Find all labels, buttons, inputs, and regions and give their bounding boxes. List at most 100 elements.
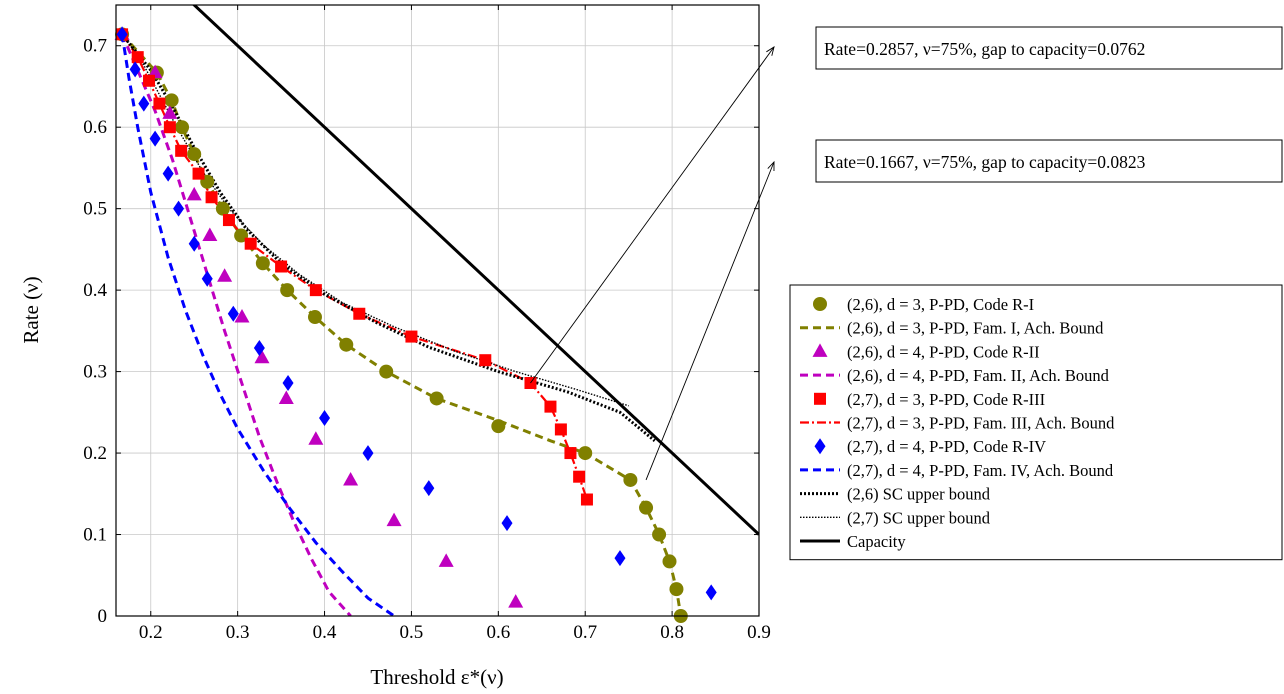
- data-point: [186, 186, 202, 201]
- grid: [116, 5, 760, 617]
- data-point: [244, 237, 257, 250]
- data-point: [662, 554, 677, 569]
- data-point: [188, 235, 200, 252]
- data-point: [544, 400, 557, 413]
- data-point: [353, 307, 366, 320]
- data-point: [163, 121, 176, 134]
- data-point: [319, 410, 331, 427]
- data-point: [129, 61, 141, 78]
- y-tick-label: 0: [98, 606, 108, 627]
- data-point: [116, 26, 128, 43]
- data-point: [138, 95, 150, 112]
- y-axis-title: Rate (ν): [19, 276, 43, 343]
- data-point: [175, 120, 190, 135]
- data-point: [405, 330, 418, 343]
- series-line-3: [120, 33, 352, 616]
- legend-label-0: (2,6), d = 3, P-PD, Code R-I: [847, 295, 1034, 314]
- data-point: [343, 471, 359, 486]
- plot-markers: [114, 26, 717, 623]
- data-point: [147, 64, 163, 79]
- data-point: [215, 201, 230, 216]
- data-point: [501, 515, 513, 532]
- data-point: [652, 527, 667, 542]
- data-point: [217, 268, 233, 282]
- legend-label-10: Capacity: [847, 532, 906, 551]
- data-point: [205, 191, 218, 204]
- data-point: [131, 51, 144, 64]
- data-point: [564, 447, 577, 460]
- annotation-text: Rate=0.2857, ν=75%, gap to capacity=0.07…: [824, 39, 1145, 59]
- data-point: [234, 309, 250, 323]
- legend-label-2: (2,6), d = 4, P-PD, Code R-II: [847, 342, 1040, 361]
- data-point: [705, 584, 717, 601]
- data-point: [580, 493, 593, 506]
- data-point: [162, 105, 178, 119]
- legend-label-9: (2,7) SC upper bound: [847, 508, 991, 527]
- data-point: [578, 446, 593, 461]
- data-point: [192, 167, 205, 180]
- legend-box: [789, 284, 1283, 561]
- axis-ticks: 0.2 0.3 0.4 0.5 0.6 0.7 0.8 0.9 0 0.1 0.2 0.3 0.4 0.5…: [83, 5, 771, 643]
- data-point: [255, 256, 270, 271]
- data-point: [253, 339, 265, 356]
- data-point: [143, 74, 156, 87]
- series-line-1: [120, 33, 683, 616]
- data-point: [173, 200, 185, 217]
- legend-swatch-6: [814, 438, 826, 455]
- data-point: [491, 419, 506, 434]
- y-tick-label: 0.5: [83, 199, 107, 220]
- data-point: [362, 445, 374, 462]
- x-tick-label: 0.6: [486, 622, 510, 643]
- data-point: [175, 144, 188, 157]
- data-point: [308, 431, 324, 445]
- y-tick-label: 0.3: [83, 362, 107, 383]
- data-point: [202, 227, 218, 242]
- series-line-5: [121, 33, 589, 500]
- data-point: [309, 284, 322, 297]
- data-point: [639, 500, 654, 515]
- legend-label-3: (2,6), d = 4, P-PD, Fam. II, Ach. Bound: [847, 366, 1110, 385]
- data-point: [573, 470, 586, 483]
- y-tick-label: 0.1: [83, 525, 107, 546]
- legend: (2,6), d = 3, P-PD, Code R-I (2,6), d = 3…: [789, 284, 1283, 561]
- annotation-box: [815, 26, 1283, 70]
- x-tick-label: 0.9: [747, 622, 771, 643]
- y-tick-label: 0.7: [83, 36, 107, 57]
- annotation-arrowhead: [767, 160, 775, 172]
- legend-label-1: (2,6), d = 3, P-PD, Fam. I, Ach. Bound: [847, 319, 1104, 338]
- data-point: [479, 354, 492, 367]
- legend-swatch-2: [812, 343, 828, 357]
- legend-label-5: (2,7), d = 3, P-PD, Fam. III, Ach. Bound: [847, 414, 1115, 433]
- x-tick-label: 0.3: [226, 622, 250, 643]
- x-tick-label: 0.5: [400, 622, 424, 643]
- series-line-9: [121, 33, 629, 407]
- data-point: [234, 228, 249, 243]
- data-point: [187, 147, 202, 162]
- data-point: [201, 270, 213, 287]
- data-point: [339, 337, 354, 352]
- data-point: [153, 97, 166, 110]
- data-point: [149, 130, 161, 147]
- legend-label-6: (2,7), d = 4, P-PD, Code R-IV: [847, 437, 1046, 456]
- y-tick-label: 0.2: [83, 443, 107, 464]
- y-tick-label: 0.6: [83, 117, 107, 138]
- series-line-8: [120, 33, 656, 442]
- x-axis-title: Threshold ε*(ν): [370, 665, 503, 689]
- data-point: [379, 364, 394, 379]
- data-point: [554, 423, 567, 436]
- data-point: [438, 553, 454, 567]
- series-line-10: [192, 5, 759, 536]
- legend-swatch-0: [813, 297, 827, 311]
- data-point: [164, 93, 179, 108]
- data-point: [278, 390, 294, 404]
- data-point: [508, 594, 524, 608]
- data-point: [614, 550, 626, 567]
- data-point: [307, 310, 322, 325]
- data-point: [275, 260, 288, 273]
- plot-frame: [115, 4, 760, 617]
- x-tick-label: 0.8: [660, 622, 684, 643]
- legend-swatch-4: [814, 392, 826, 405]
- data-point: [423, 480, 435, 497]
- data-point: [254, 349, 270, 364]
